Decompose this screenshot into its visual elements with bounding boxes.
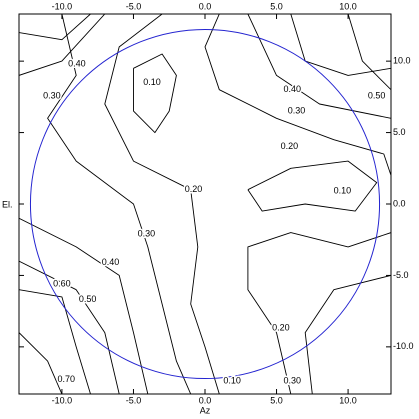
contour-line	[304, 274, 391, 394]
contour-line	[247, 232, 391, 394]
contour-label: 0.20	[185, 184, 203, 194]
contour-label: 0.30	[43, 91, 61, 101]
x-tick-label-top: 5.0	[270, 1, 283, 11]
contour-line	[19, 14, 91, 41]
contour-label: 0.10	[143, 77, 161, 87]
x-tick-label-bottom: 10.0	[339, 395, 357, 405]
contour-line	[347, 14, 391, 91]
contour-label: 0.20	[281, 141, 299, 151]
contour-line	[19, 289, 91, 394]
x-tick-label-top: -10.0	[52, 1, 73, 11]
x-tick-label-top: -5.0	[126, 1, 142, 11]
contour-line	[247, 160, 378, 212]
contour-line	[104, 14, 220, 394]
contour-label: 0.10	[223, 376, 241, 386]
y-tick-label: -5.0	[393, 270, 409, 280]
contour-label: 0.30	[284, 376, 302, 386]
contour-line	[47, 14, 192, 394]
y-axis-label: El.	[2, 199, 13, 209]
contour-label: 0.50	[368, 91, 386, 101]
x-tick-label-bottom: 5.0	[270, 395, 283, 405]
contour-line	[19, 260, 120, 394]
x-tick-label-top: 10.0	[339, 1, 357, 11]
contour-label: 0.70	[57, 374, 75, 384]
y-tick-label: -10.0	[393, 341, 414, 351]
contour-line	[204, 14, 391, 176]
y-tick-label: 10.0	[393, 56, 411, 66]
contour-line	[133, 53, 177, 134]
contour-line	[247, 14, 391, 119]
contour-line	[290, 14, 391, 76]
x-tick-label-top: 0.0	[199, 1, 212, 11]
contour-label: 0.30	[138, 228, 156, 238]
y-tick-label: 5.0	[393, 127, 406, 137]
contour-label: 0.50	[79, 294, 97, 304]
contour-label: 0.40	[102, 257, 120, 267]
contour-label: 0.20	[272, 323, 290, 333]
x-tick-label-bottom: -5.0	[126, 395, 142, 405]
contour-label: 0.40	[68, 58, 86, 68]
contour-label: 0.40	[284, 84, 302, 94]
x-axis-label: Az	[200, 405, 211, 415]
reference-circle	[29, 28, 381, 380]
contour-label: 0.30	[288, 106, 306, 116]
contour-line	[19, 332, 63, 394]
x-tick-label-bottom: -10.0	[52, 395, 73, 405]
contour-label: 0.10	[334, 186, 352, 196]
x-tick-label-bottom: 0.0	[199, 395, 212, 405]
contour-label: 0.60	[53, 278, 71, 288]
contour-line	[19, 217, 149, 394]
y-tick-label: 0.0	[393, 198, 406, 208]
contour-line	[19, 14, 106, 76]
